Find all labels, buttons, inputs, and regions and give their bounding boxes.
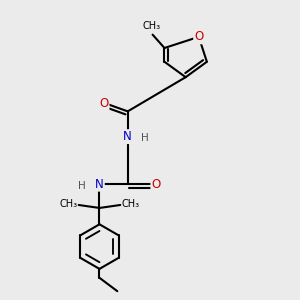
Text: O: O: [194, 30, 203, 44]
Text: O: O: [99, 98, 109, 110]
Text: H: H: [141, 133, 149, 143]
Text: CH₃: CH₃: [59, 200, 77, 209]
Text: O: O: [151, 178, 160, 191]
Text: H: H: [78, 181, 86, 191]
Text: N: N: [95, 178, 104, 191]
Text: N: N: [123, 130, 132, 143]
Text: CH₃: CH₃: [122, 200, 140, 209]
Text: CH₃: CH₃: [142, 21, 160, 31]
